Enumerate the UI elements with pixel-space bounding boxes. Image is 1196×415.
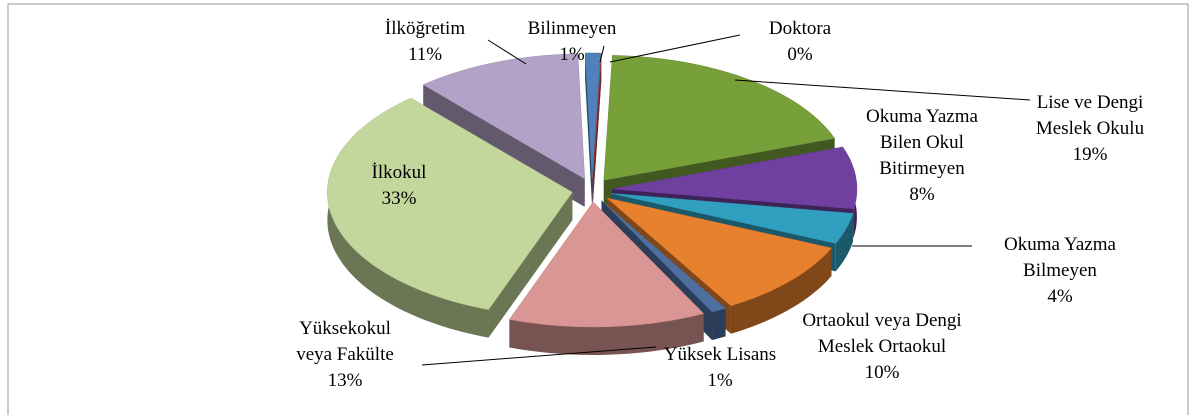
slice-side (712, 308, 726, 341)
pie-slice (327, 97, 573, 338)
slice-side (327, 98, 489, 338)
value-label: 8% (909, 184, 935, 205)
category-name: Yüksek Lisans (663, 344, 777, 365)
slice-wall (488, 192, 573, 338)
slice-label: Yüksekokul veya Fakülte 13% (280, 316, 410, 394)
slice-top (606, 197, 832, 307)
slice-side (835, 213, 854, 272)
category-name: Lise ve Dengi Meslek Okulu (1035, 92, 1145, 139)
value-label: 11% (407, 44, 443, 65)
value-label: 4% (1047, 286, 1073, 307)
slice-top (584, 52, 601, 179)
slice-label: Bilinmeyen 1% (502, 16, 642, 68)
category-name: Ortaokul veya Dengi Meslek Ortaokul (802, 310, 962, 357)
slice-label: Lise ve Dengi Meslek Okulu 19% (1010, 90, 1170, 168)
category-name: İlkokul (371, 162, 427, 183)
slice-wall (592, 53, 602, 207)
value-label: 19% (1072, 144, 1108, 165)
value-label: 1% (559, 44, 585, 65)
slice-label: Yüksek Lisans 1% (635, 342, 805, 394)
slice-top (422, 53, 585, 180)
leader-line (609, 34, 741, 63)
slice-label: Doktora 0% (740, 16, 860, 68)
pie-slice (592, 53, 602, 207)
category-name: Okuma Yazma Bilen Okul Bitirmeyen (866, 106, 978, 179)
value-label: 0% (787, 44, 813, 65)
leader-line (487, 39, 527, 65)
category-name: Yüksekokul veya Fakülte (296, 318, 394, 365)
value-label: 33% (381, 188, 417, 209)
slice-label: Okuma Yazma Bilmeyen 4% (980, 232, 1140, 310)
slice-label: Ortaokul veya Dengi Meslek Ortaokul 10% (802, 308, 962, 386)
slice-top (611, 146, 858, 210)
slice-label: Okuma Yazma Bilen Okul Bitirmeyen 8% (847, 104, 997, 208)
category-name: İlköğretim (384, 18, 466, 39)
frame (7, 3, 1189, 415)
category-name: Bilinmeyen (527, 18, 617, 39)
slice-top (508, 201, 705, 328)
value-label: 10% (864, 362, 900, 383)
slice-label: İlköğretim 11% (365, 16, 485, 68)
slice-side (509, 313, 704, 355)
slice-top (592, 53, 602, 179)
category-name: Okuma Yazma Bilmeyen (1004, 234, 1116, 281)
leader-line (421, 346, 657, 366)
slice-side (730, 248, 832, 334)
value-label: 13% (327, 370, 363, 391)
leader-line (734, 79, 1031, 101)
slice-top (327, 97, 573, 310)
value-label: 1% (707, 370, 733, 391)
slice-top (611, 193, 854, 244)
leader-line (599, 45, 605, 63)
slice-wall (585, 53, 593, 207)
slice-label: İlkokul 33% (349, 160, 449, 212)
pie-slice (422, 53, 585, 207)
category-name: Doktora (768, 18, 832, 39)
slice-top (603, 55, 836, 181)
pie-slice (508, 201, 705, 355)
slice-top (601, 200, 727, 313)
